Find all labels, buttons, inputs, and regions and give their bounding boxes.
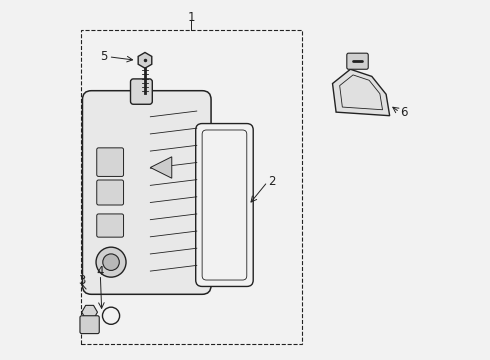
Circle shape <box>103 254 119 270</box>
FancyBboxPatch shape <box>97 180 123 205</box>
Text: 1: 1 <box>188 11 195 24</box>
FancyBboxPatch shape <box>80 316 99 334</box>
Text: 6: 6 <box>400 105 408 119</box>
FancyBboxPatch shape <box>82 91 211 294</box>
Polygon shape <box>150 157 172 178</box>
Text: 4: 4 <box>97 265 104 278</box>
Polygon shape <box>138 53 152 68</box>
FancyBboxPatch shape <box>97 214 123 237</box>
FancyBboxPatch shape <box>202 130 247 280</box>
FancyBboxPatch shape <box>97 148 123 176</box>
Text: 2: 2 <box>268 175 276 188</box>
Circle shape <box>102 307 120 324</box>
Bar <box>81 30 302 344</box>
FancyBboxPatch shape <box>130 79 152 104</box>
FancyBboxPatch shape <box>196 123 253 287</box>
Text: 3: 3 <box>78 274 85 287</box>
FancyBboxPatch shape <box>347 53 368 69</box>
Circle shape <box>96 247 126 277</box>
Text: 5: 5 <box>100 50 107 63</box>
Polygon shape <box>333 69 390 116</box>
Polygon shape <box>82 305 98 319</box>
